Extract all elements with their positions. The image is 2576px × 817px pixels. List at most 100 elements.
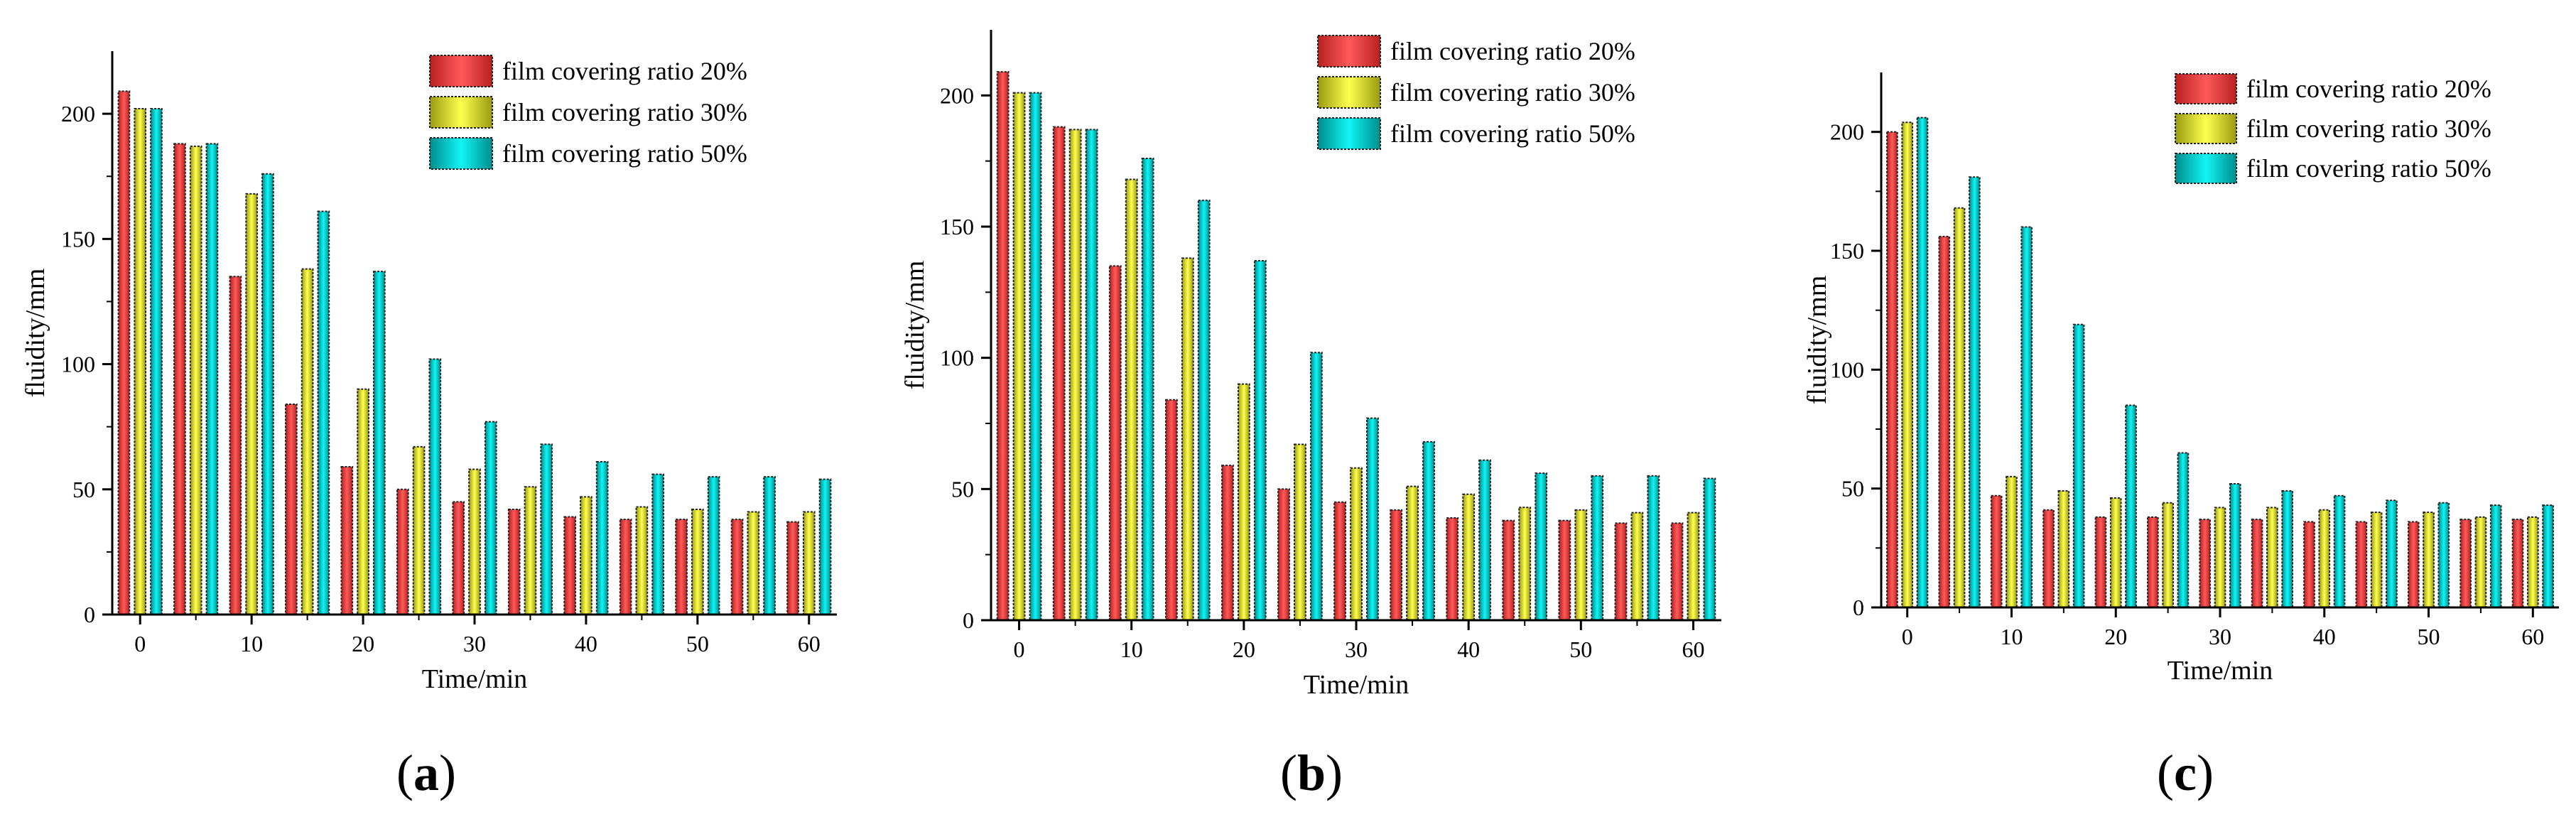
bar-b-ratio-20-t20 <box>1221 465 1234 622</box>
x-tick-label-c-30: 30 <box>2209 624 2231 649</box>
bar-c-ratio-30-t45 <box>2370 512 2383 608</box>
bar-b-ratio-20-t60 <box>1670 522 1684 621</box>
x-tick-label-c-50: 50 <box>2418 624 2440 649</box>
bar-c-ratio-30-t10 <box>2006 475 2018 608</box>
bar-a-ratio-50-t15 <box>317 210 330 615</box>
bar-b-ratio-50-t35 <box>1422 440 1435 621</box>
panel-label-a-letter: a <box>413 745 439 801</box>
bar-b-ratio-30-t45 <box>1518 507 1532 621</box>
bar-a-ratio-50-t60 <box>818 478 832 615</box>
x-tick-label-a-10: 10 <box>240 631 263 656</box>
y-tick-label-a-150: 150 <box>61 226 95 251</box>
bar-a-ratio-30-t60 <box>802 511 816 615</box>
bar-a-ratio-30-t15 <box>301 268 314 615</box>
bar-b-ratio-30-t60 <box>1687 512 1700 621</box>
y-tick-label-a-100: 100 <box>61 352 95 377</box>
bar-c-ratio-20-t0 <box>1886 131 1898 609</box>
bar-c-ratio-50-t25 <box>2177 452 2190 608</box>
legend-swatch-b-ratio-30 <box>1317 76 1381 109</box>
bar-c-ratio-30-t20 <box>2109 497 2122 608</box>
x-tick-label-b-40: 40 <box>1457 637 1480 662</box>
legend-swatch-b-ratio-20 <box>1317 35 1381 67</box>
panel-label-b-open: ( <box>1280 745 1297 801</box>
legend-swatch-a-ratio-50 <box>429 137 493 170</box>
bar-b-ratio-50-t55 <box>1647 475 1660 621</box>
chart-panel-c: 0 50 100 150 200 0 10 20 30 40 50 60 Time/min fluidit… <box>1802 72 2559 686</box>
bar-a-ratio-50-t45 <box>651 473 664 615</box>
bar-c-ratio-20-t20 <box>2094 516 2107 609</box>
x-tick-label-b-50: 50 <box>1569 637 1592 662</box>
bar-b-ratio-30-t25 <box>1294 443 1306 621</box>
bar-b-ratio-30-t15 <box>1181 257 1194 621</box>
y-tick-label-b-50: 50 <box>951 476 974 502</box>
bar-c-ratio-50-t35 <box>2281 490 2294 609</box>
bar-c-ratio-30-t5 <box>1953 207 1966 608</box>
bar-a-ratio-20-t40 <box>563 516 577 615</box>
bar-b-ratio-30-t35 <box>1406 485 1419 622</box>
legend-swatch-c-ratio-50 <box>2175 153 2237 184</box>
y-tick-label-c-150: 150 <box>1830 238 1864 264</box>
bar-b-ratio-30-t0 <box>1012 92 1026 621</box>
panel-label-a-close: ) <box>439 745 456 801</box>
bar-c-ratio-20-t15 <box>2042 509 2055 608</box>
bar-c-ratio-30-t55 <box>2474 516 2487 609</box>
bar-b-ratio-30-t10 <box>1125 178 1138 621</box>
bar-c-ratio-50-t30 <box>2229 482 2241 608</box>
bar-b-ratio-20-t40 <box>1446 516 1459 622</box>
bar-a-ratio-20-t35 <box>507 508 521 615</box>
bar-a-ratio-20-t5 <box>173 143 186 615</box>
y-tick-label-b-0: 0 <box>963 607 974 633</box>
bar-a-ratio-30-t45 <box>635 506 649 616</box>
y-tick-label-b-100: 100 <box>940 345 974 371</box>
x-tick-label-c-10: 10 <box>2000 624 2023 649</box>
bar-b-ratio-20-t50 <box>1558 519 1571 622</box>
bar-a-ratio-50-t55 <box>763 476 776 615</box>
bar-c-ratio-30-t50 <box>2423 512 2435 608</box>
x-tick-label-b-30: 30 <box>1345 637 1368 662</box>
y-tick-label-a-200: 200 <box>61 101 95 126</box>
panel-label-c-close: ) <box>2197 745 2214 801</box>
bar-a-ratio-20-t10 <box>229 276 242 615</box>
x-tick-label-b-60: 60 <box>1682 637 1704 662</box>
bar-a-ratio-30-t5 <box>189 145 202 615</box>
legend-label-c-ratio-30: film covering ratio 30% <box>2246 114 2491 143</box>
bar-b-ratio-30-t55 <box>1630 512 1644 621</box>
bar-a-ratio-30-t55 <box>747 511 760 615</box>
bar-b-ratio-30-t40 <box>1462 493 1476 621</box>
legend-swatch-a-ratio-30 <box>429 96 493 129</box>
bar-a-ratio-20-t15 <box>285 403 298 615</box>
bar-b-ratio-20-t0 <box>996 71 1010 621</box>
legend-label-c-ratio-20: film covering ratio 20% <box>2246 75 2491 103</box>
panel-label-b-close: ) <box>1326 745 1343 801</box>
x-axis-title-b: Time/min <box>1304 670 1409 700</box>
bar-a-ratio-20-t50 <box>675 519 688 615</box>
legend-label-a-ratio-20: film covering ratio 20% <box>502 57 747 85</box>
bar-a-ratio-20-t45 <box>619 519 632 615</box>
legend-swatch-c-ratio-30 <box>2175 113 2237 144</box>
bar-c-ratio-50-t20 <box>2125 404 2137 609</box>
bar-b-ratio-20-t10 <box>1108 265 1122 621</box>
bar-c-ratio-30-t15 <box>2057 490 2070 609</box>
bar-a-ratio-30-t50 <box>691 508 704 615</box>
bar-a-ratio-50-t25 <box>428 358 442 615</box>
bar-c-ratio-20-t10 <box>1990 494 2003 609</box>
x-tick-label-a-60: 60 <box>798 631 821 656</box>
bar-b-ratio-50-t60 <box>1703 477 1716 621</box>
bar-b-ratio-20-t5 <box>1052 126 1066 621</box>
bar-b-ratio-50-t40 <box>1478 459 1491 622</box>
panel-label-c-letter: c <box>2174 745 2197 801</box>
y-axis-title-a: fluidity/mm <box>21 269 50 398</box>
bar-a-ratio-30-t40 <box>580 496 592 615</box>
bar-a-ratio-20-t25 <box>396 488 409 616</box>
bar-c-ratio-30-t25 <box>2162 502 2174 608</box>
y-tick-label-c-100: 100 <box>1830 357 1864 382</box>
bar-c-ratio-50-t5 <box>1969 176 1981 608</box>
y-tick-label-a-50: 50 <box>72 477 95 502</box>
bar-a-ratio-20-t20 <box>340 466 354 615</box>
x-tick-label-c-40: 40 <box>2313 624 2336 649</box>
x-tick-label-a-0: 0 <box>134 631 146 656</box>
bar-a-ratio-50-t35 <box>540 443 553 616</box>
legend-label-b-ratio-20: film covering ratio 20% <box>1390 37 1635 65</box>
x-tick-label-c-60: 60 <box>2521 624 2544 649</box>
